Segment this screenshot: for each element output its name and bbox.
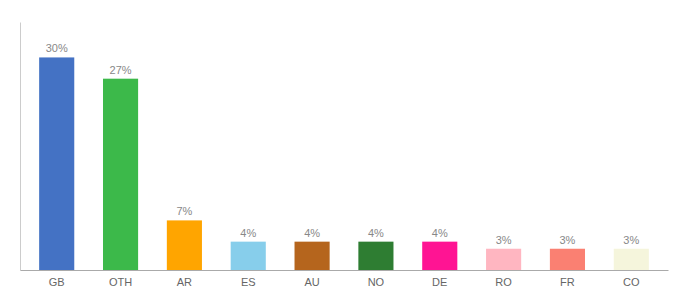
bar (295, 242, 330, 270)
data-label: 3% (559, 234, 575, 246)
y-axis-line (20, 23, 21, 271)
x-tick: ES (241, 270, 256, 288)
chart-svg: GBOTHARESAUNODEROFRCO30%27%7%4%4%4%4%3%3… (0, 0, 680, 300)
data-label: 3% (623, 234, 639, 246)
chart-container: GBOTHARESAUNODEROFRCO30%27%7%4%4%4%4%3%3… (0, 0, 680, 300)
data-labels: 30% 27% 7% 4% 4% 4% 4% 3% 3% 3% (46, 42, 640, 245)
x-tick-label: NO (368, 276, 385, 288)
bar (103, 79, 138, 270)
x-tick-label: OTH (109, 276, 132, 288)
x-tick: OTH (109, 270, 132, 288)
data-label: 4% (432, 227, 448, 239)
y-axis (20, 23, 21, 271)
data-label: 4% (240, 227, 256, 239)
data-label: 4% (368, 227, 384, 239)
x-tick: GB (49, 270, 65, 288)
bar (167, 220, 202, 270)
x-tick-label: AU (304, 276, 319, 288)
bars (39, 57, 649, 270)
bar (614, 249, 649, 270)
x-tick-label: AR (177, 276, 192, 288)
x-tick-label: GB (49, 276, 65, 288)
x-tick: NO (368, 270, 385, 288)
bar (39, 57, 74, 270)
x-tick-label: DE (432, 276, 447, 288)
x-tick-label: RO (495, 276, 512, 288)
data-label: 3% (496, 234, 512, 246)
x-axis-line (21, 270, 669, 271)
data-label: 7% (176, 205, 192, 217)
x-tick: AU (304, 270, 319, 288)
data-label: 30% (46, 42, 68, 54)
data-label: 27% (110, 64, 132, 76)
plot: GBOTHARESAUNODEROFRCO30%27%7%4%4%4%4%3%3… (21, 23, 669, 288)
bar (231, 242, 266, 270)
x-tick: DE (432, 270, 447, 288)
x-tick-label: ES (241, 276, 256, 288)
x-tick-label: FR (560, 276, 575, 288)
x-axis: GB OTH AR ES AU NO DE RO FR CO (21, 270, 669, 288)
bar (358, 242, 393, 270)
bar (550, 249, 585, 270)
x-tick: FR (560, 270, 575, 288)
bar (486, 249, 521, 270)
data-label: 4% (304, 227, 320, 239)
x-tick-label: CO (623, 276, 640, 288)
bar (422, 242, 457, 270)
x-tick: CO (623, 270, 640, 288)
x-tick: AR (177, 270, 192, 288)
x-tick: RO (495, 270, 512, 288)
